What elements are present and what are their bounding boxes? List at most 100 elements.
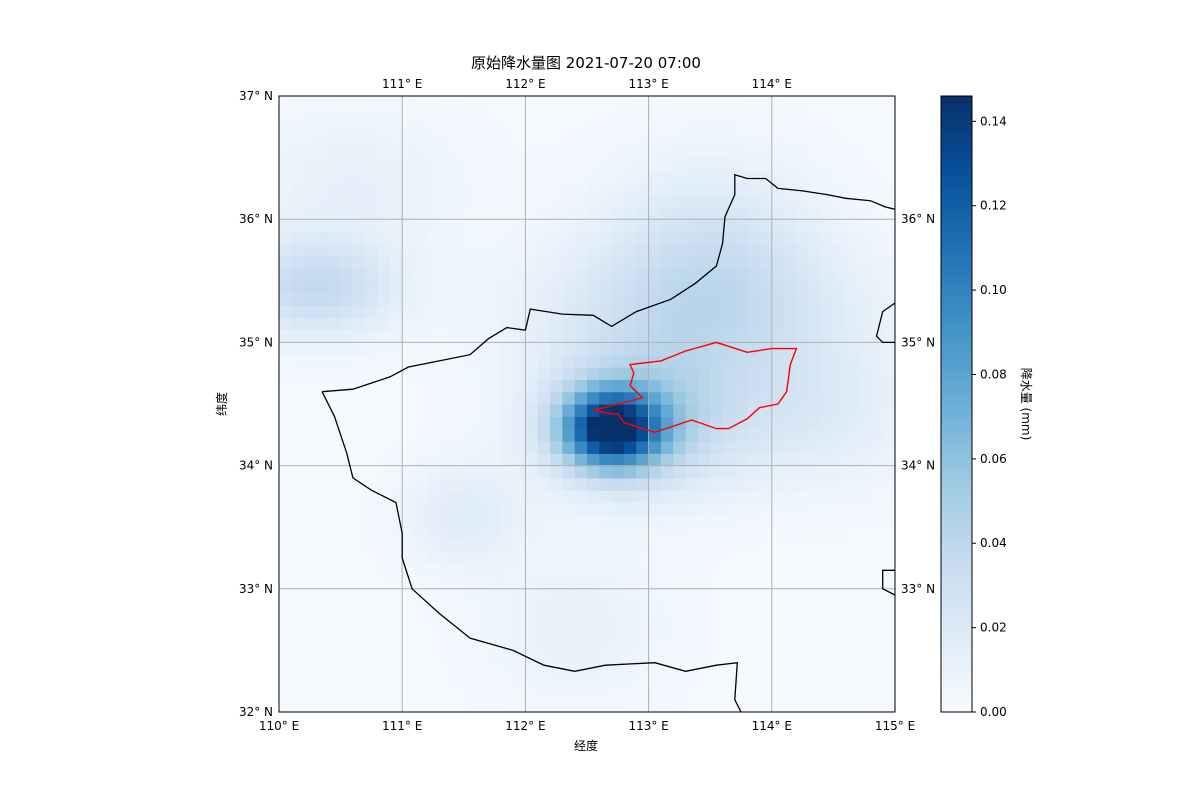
heatmap-cell xyxy=(611,539,625,553)
heatmap-cell xyxy=(550,280,563,294)
heatmap-cell xyxy=(710,551,724,565)
heatmap-cell xyxy=(796,564,810,578)
heatmap-cell xyxy=(463,219,477,233)
heatmap-cell xyxy=(451,379,465,393)
heatmap-cell xyxy=(870,588,884,602)
heatmap-cell xyxy=(352,453,366,467)
heatmap-cell xyxy=(439,379,453,393)
heatmap-cell xyxy=(648,601,662,615)
heatmap-cell xyxy=(599,157,613,171)
heatmap-cell xyxy=(771,687,785,701)
heatmap-cell xyxy=(377,675,391,688)
heatmap-cell xyxy=(845,416,859,430)
heatmap-cell xyxy=(636,453,650,467)
heatmap-cell xyxy=(722,601,736,615)
heatmap-cell xyxy=(747,576,761,590)
heatmap-cell xyxy=(562,551,576,565)
heatmap-cell xyxy=(833,108,847,122)
heatmap-cell xyxy=(439,502,453,516)
heatmap-cell xyxy=(574,305,588,319)
heatmap-cell xyxy=(476,404,490,417)
heatmap-cell xyxy=(599,243,613,257)
heatmap-cell xyxy=(821,588,834,602)
heatmap-cell xyxy=(500,108,514,122)
heatmap-cell xyxy=(648,613,662,627)
heatmap-cell xyxy=(821,416,834,430)
heatmap-cell xyxy=(451,514,465,528)
heatmap-cell xyxy=(451,169,465,183)
heatmap-cell xyxy=(697,367,711,380)
heatmap-cell xyxy=(759,280,773,294)
x-tick-label-bottom: 115° E xyxy=(875,719,915,733)
heatmap-cell xyxy=(426,157,440,171)
heatmap-cell xyxy=(673,687,687,701)
heatmap-cell xyxy=(402,268,416,282)
heatmap-cell xyxy=(771,367,785,380)
heatmap-cell xyxy=(513,206,526,220)
heatmap-cell xyxy=(858,477,871,491)
heatmap-cell xyxy=(611,268,625,282)
heatmap-cell xyxy=(685,379,699,393)
heatmap-cell xyxy=(833,440,847,454)
heatmap-cell xyxy=(500,120,514,134)
map-gridlines xyxy=(279,96,895,712)
heatmap-cell xyxy=(623,342,637,356)
heatmap-cell xyxy=(291,490,305,504)
y-tick-label-left: 37° N xyxy=(239,89,273,103)
heatmap-cell xyxy=(562,662,576,676)
heatmap-cell xyxy=(870,404,884,417)
heatmap-cell xyxy=(771,613,785,627)
heatmap-cell xyxy=(722,157,736,171)
heatmap-cell xyxy=(722,391,736,405)
heatmap-cell xyxy=(463,404,477,417)
heatmap-cell xyxy=(858,157,871,171)
heatmap-cell xyxy=(747,243,761,257)
heatmap-cell xyxy=(279,613,292,627)
heatmap-cell xyxy=(858,613,871,627)
heatmap-cell xyxy=(550,157,563,171)
heatmap-cell xyxy=(550,428,563,442)
heatmap-cell xyxy=(808,157,822,171)
heatmap-cell xyxy=(377,453,391,467)
heatmap-cell xyxy=(722,453,736,467)
heatmap-cell xyxy=(340,601,354,615)
heatmap-cell xyxy=(697,132,711,146)
heatmap-cell xyxy=(562,440,576,454)
heatmap-cell xyxy=(611,662,625,676)
heatmap-cell xyxy=(623,132,637,146)
heatmap-cell xyxy=(673,551,687,565)
heatmap-cell xyxy=(821,428,834,442)
heatmap-cell xyxy=(636,182,650,196)
heatmap-cell xyxy=(845,120,859,134)
heatmap-cell xyxy=(821,256,834,270)
heatmap-cell xyxy=(845,662,859,676)
heatmap-cell xyxy=(488,293,502,307)
heatmap-cell xyxy=(784,145,798,159)
heatmap-cell xyxy=(648,367,662,380)
heatmap-cell xyxy=(845,650,859,664)
heatmap-cell xyxy=(611,675,625,688)
heatmap-cell xyxy=(673,96,687,109)
heatmap-cell xyxy=(599,120,613,134)
heatmap-cell xyxy=(611,194,625,208)
heatmap-cell xyxy=(439,96,453,109)
heatmap-cell xyxy=(845,404,859,417)
heatmap-cell xyxy=(833,638,847,651)
heatmap-cell xyxy=(439,317,453,331)
heatmap-cell xyxy=(870,699,884,712)
heatmap-cell xyxy=(722,564,736,578)
heatmap-cell xyxy=(858,638,871,651)
heatmap-cell xyxy=(562,96,576,109)
heatmap-cell xyxy=(562,305,576,319)
heatmap-cell xyxy=(821,440,834,454)
heatmap-cell xyxy=(414,687,428,701)
heatmap-cell xyxy=(352,243,366,257)
heatmap-cell xyxy=(611,132,625,146)
heatmap-cell xyxy=(574,293,588,307)
heatmap-cell xyxy=(734,613,748,627)
heatmap-cell xyxy=(771,416,785,430)
heatmap-cell xyxy=(377,391,391,405)
heatmap-cell xyxy=(648,404,662,417)
heatmap-cell xyxy=(623,675,637,688)
heatmap-cell xyxy=(340,699,354,712)
